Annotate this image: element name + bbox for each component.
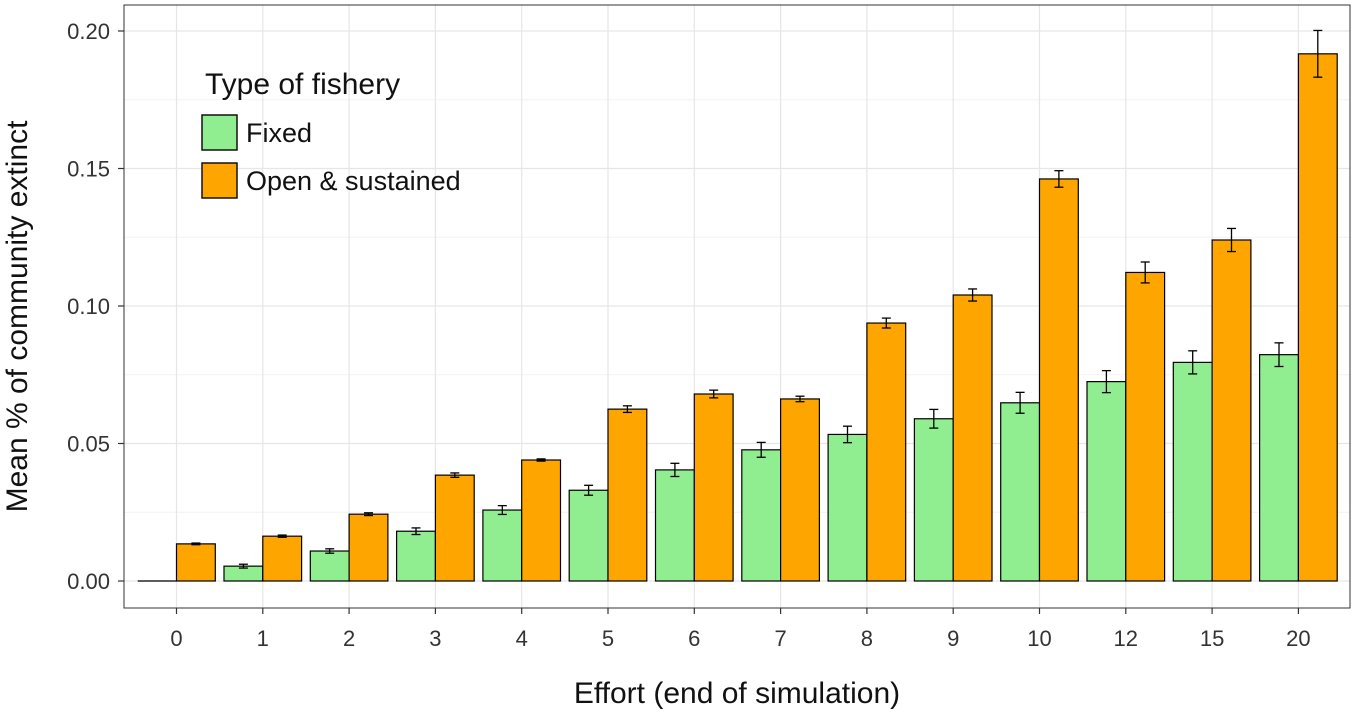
bar-fixed xyxy=(309,550,350,582)
y-tick-label: 0.15 xyxy=(67,157,110,182)
error-bar-open-sustained xyxy=(709,389,719,399)
bar-open-sustained xyxy=(434,474,475,582)
x-tick-label: 12 xyxy=(1114,626,1138,651)
error-bar-fixed xyxy=(1101,369,1111,394)
x-tick-label: 4 xyxy=(516,626,528,651)
error-bar-open-sustained xyxy=(277,534,287,538)
bar-open-sustained xyxy=(521,459,562,582)
error-bar-open-sustained xyxy=(1227,227,1236,253)
legend-label-open-sustained: Open & sustained xyxy=(246,166,461,196)
bar-fixed xyxy=(482,509,523,582)
error-bar-open-sustained xyxy=(450,472,460,478)
legend-key-open-sustained xyxy=(201,162,238,199)
bar-open-sustained xyxy=(175,543,216,582)
bar-fixed xyxy=(1172,361,1213,582)
x-tick-label: 2 xyxy=(343,626,355,651)
bar-fixed xyxy=(1000,402,1041,582)
error-bar-open-sustained xyxy=(795,395,805,403)
error-bar-open-sustained xyxy=(536,458,546,462)
x-tick-label: 7 xyxy=(774,626,786,651)
x-tick-label: 3 xyxy=(429,626,441,651)
error-bar-fixed xyxy=(756,441,766,458)
bar-open-sustained xyxy=(607,408,648,582)
bar-fixed xyxy=(654,469,695,582)
error-bar-open-sustained xyxy=(622,405,632,414)
x-tick-label: 1 xyxy=(257,626,269,651)
error-bar-open-sustained xyxy=(968,288,978,302)
error-bar-open-sustained xyxy=(1140,261,1150,284)
x-tick-label: 10 xyxy=(1027,626,1051,651)
error-bar-fixed xyxy=(670,462,680,478)
bar-fixed xyxy=(1258,354,1299,582)
error-bar-open-sustained xyxy=(364,512,373,517)
bar-open-sustained xyxy=(1211,239,1252,582)
error-bar-open-sustained xyxy=(1313,29,1323,78)
y-tick-label: 0.05 xyxy=(67,432,110,457)
bar-open-sustained xyxy=(1297,53,1338,582)
y-tick-label: 0.10 xyxy=(67,294,110,319)
error-bar-fixed xyxy=(325,548,335,554)
bar-fixed xyxy=(913,418,954,582)
legend-title: Type of fishery xyxy=(205,68,400,101)
bars xyxy=(137,29,1338,582)
error-bar-fixed xyxy=(1274,342,1284,368)
y-tick-label: 0.00 xyxy=(67,569,110,594)
bar-open-sustained xyxy=(1038,178,1079,582)
error-bar-open-sustained xyxy=(191,542,201,546)
bar-open-sustained xyxy=(348,513,389,582)
error-bar-fixed xyxy=(584,484,594,496)
x-tick-label: 9 xyxy=(947,626,959,651)
error-bar-open-sustained xyxy=(881,317,891,329)
error-bar-fixed xyxy=(238,563,248,569)
bar-fixed xyxy=(1086,381,1127,582)
y-tick-label: 0.20 xyxy=(67,19,110,44)
x-tick-label: 6 xyxy=(688,626,700,651)
bar-open-sustained xyxy=(779,398,820,582)
error-bar-fixed xyxy=(843,425,852,444)
bar-fixed xyxy=(396,530,437,582)
bar-open-sustained xyxy=(1125,271,1166,582)
error-bar-fixed xyxy=(411,527,421,536)
x-tick-label: 15 xyxy=(1200,626,1224,651)
error-bar-fixed xyxy=(497,504,507,516)
bar-open-sustained xyxy=(952,294,993,582)
error-bar-open-sustained xyxy=(1054,170,1064,188)
x-tick-label: 0 xyxy=(170,626,182,651)
bar-fixed xyxy=(568,489,609,582)
y-axis-title: Mean % of community extinct xyxy=(1,120,34,512)
legend-key-fixed xyxy=(201,114,238,151)
bar-open-sustained xyxy=(693,393,734,582)
legend: Type of fishery Fixed Open & sustained xyxy=(201,68,461,199)
x-tick-label: 5 xyxy=(602,626,614,651)
legend-label-fixed: Fixed xyxy=(246,118,312,148)
axes: 0.000.050.100.150.200 1 2 3 4 5 6 7 8 9 10 12 15 20 xyxy=(67,19,1310,651)
bar-open-sustained xyxy=(866,322,907,582)
bar-fixed xyxy=(827,433,868,582)
x-tick-label: 20 xyxy=(1286,626,1310,651)
bar-fixed xyxy=(741,449,782,582)
bar-open-sustained xyxy=(262,535,303,582)
error-bar-fixed xyxy=(929,408,939,429)
x-axis-title: Effort (end of simulation) xyxy=(574,677,900,710)
error-bar-fixed xyxy=(1188,350,1198,375)
error-bar-fixed xyxy=(1015,391,1025,414)
x-tick-label: 8 xyxy=(861,626,873,651)
